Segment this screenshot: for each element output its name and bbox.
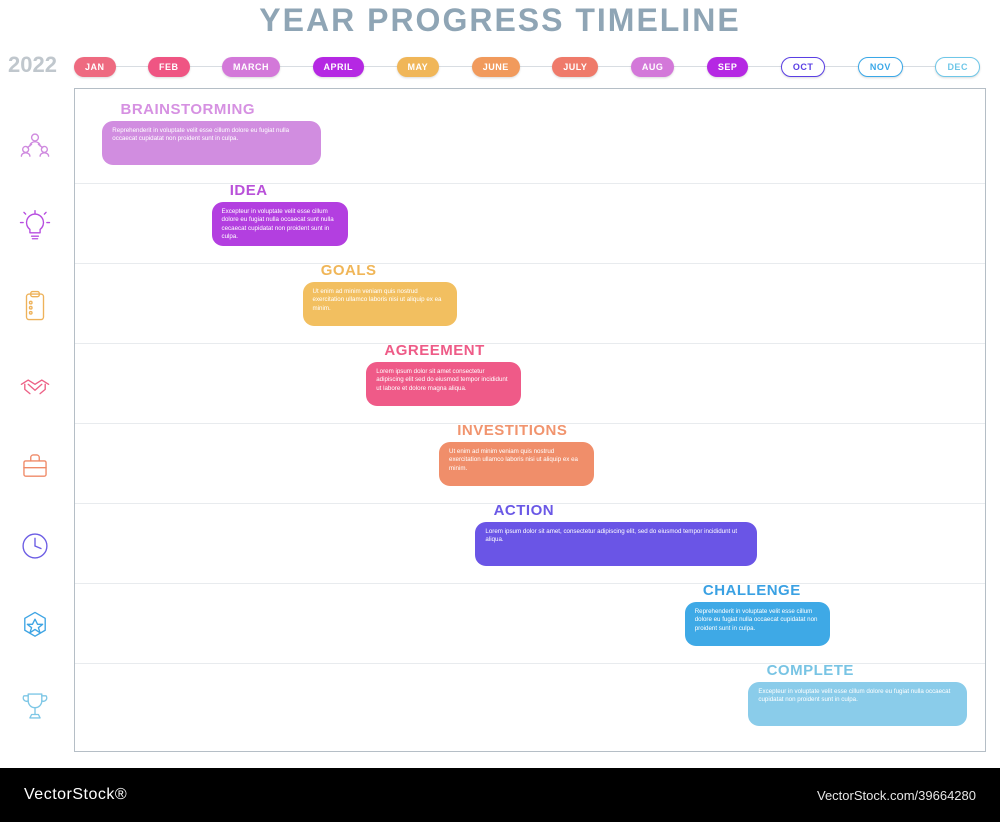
month-pill: DEC bbox=[935, 57, 980, 77]
month-pill: NOV bbox=[858, 57, 903, 77]
month-pill: SEP bbox=[707, 57, 749, 77]
handshake-icon bbox=[8, 346, 62, 426]
gantt-row: ACTION Lorem ipsum dolor sit amet, consec… bbox=[75, 503, 985, 583]
task-title: BRAINSTORMING bbox=[121, 101, 256, 118]
months-row: JAN FEB MARCH APRIL MAY JUNE JULY AUG SEP OCT NOV D… bbox=[74, 56, 980, 78]
gantt-frame: BRAINSTORMING Reprehenderit in voluptate … bbox=[74, 88, 986, 752]
trophy-icon bbox=[8, 666, 62, 746]
task-title: IDEA bbox=[230, 182, 268, 199]
icons-column bbox=[8, 106, 62, 746]
month-pill: MAY bbox=[397, 57, 440, 77]
task-title: INVESTITIONS bbox=[457, 422, 567, 439]
clock-icon bbox=[8, 506, 62, 586]
task-bar: Reprehenderit in voluptate velit esse ci… bbox=[102, 121, 320, 165]
month-pill: JAN bbox=[74, 57, 116, 77]
clipboard-icon bbox=[8, 266, 62, 346]
task-bar: Excepteur in voluptate velit esse cillum… bbox=[212, 202, 349, 246]
month-pill: JUNE bbox=[472, 57, 520, 77]
task-title: CHALLENGE bbox=[703, 582, 801, 599]
gantt-row: AGREEMENT Lorem ipsum dolor sit amet cons… bbox=[75, 343, 985, 423]
task-title: AGREEMENT bbox=[384, 342, 484, 359]
month-pill: AUG bbox=[631, 57, 675, 77]
main-title: YEAR PROGRESS TIMELINE bbox=[0, 0, 1000, 39]
task-bar: Ut enim ad minim veniam quis nostrud exe… bbox=[303, 282, 458, 326]
gantt-row: IDEA Excepteur in voluptate velit esse ci… bbox=[75, 183, 985, 263]
task-title: GOALS bbox=[321, 262, 377, 279]
watermark-footer: VectorStock® VectorStock.com/39664280 bbox=[0, 768, 1000, 822]
gantt-row: INVESTITIONS Ut enim ad minim veniam quis… bbox=[75, 423, 985, 503]
task-title: ACTION bbox=[494, 502, 555, 519]
task-bar: Lorem ipsum dolor sit amet, consectetur … bbox=[475, 522, 757, 566]
gantt-row: COMPLETE Excepteur in voluptate velit ess… bbox=[75, 663, 985, 743]
gantt-row: CHALLENGE Reprehenderit in voluptate veli… bbox=[75, 583, 985, 663]
month-pill: MARCH bbox=[222, 57, 280, 77]
task-bar: Ut enim ad minim veniam quis nostrud exe… bbox=[439, 442, 594, 486]
month-pill: APRIL bbox=[313, 57, 365, 77]
footer-brand: VectorStock® bbox=[24, 786, 127, 804]
task-bar: Excepteur in voluptate velit esse cillum… bbox=[748, 682, 966, 726]
gantt-row: BRAINSTORMING Reprehenderit in voluptate … bbox=[75, 103, 985, 183]
briefcase-icon bbox=[8, 426, 62, 506]
gantt-rows: BRAINSTORMING Reprehenderit in voluptate … bbox=[75, 103, 985, 751]
timeline-header: 2022 JAN FEB MARCH APRIL MAY JUNE JULY AUG SEP OC… bbox=[0, 48, 1000, 84]
team-icon bbox=[8, 106, 62, 186]
page: YEAR PROGRESS TIMELINE 2022 JAN FEB MARCH A… bbox=[0, 0, 1000, 768]
badge-icon bbox=[8, 586, 62, 666]
gantt-row: GOALS Ut enim ad minim veniam quis nostru… bbox=[75, 263, 985, 343]
month-pill: JULY bbox=[552, 57, 598, 77]
footer-url: VectorStock.com/39664280 bbox=[817, 788, 976, 803]
task-bar: Lorem ipsum dolor sit amet consectetur a… bbox=[366, 362, 521, 406]
month-pill: OCT bbox=[781, 57, 826, 77]
month-pill: FEB bbox=[148, 57, 190, 77]
bulb-icon bbox=[8, 186, 62, 266]
task-bar: Reprehenderit in voluptate velit esse ci… bbox=[685, 602, 831, 646]
task-title: COMPLETE bbox=[767, 662, 854, 679]
year-label: 2022 bbox=[8, 52, 57, 78]
